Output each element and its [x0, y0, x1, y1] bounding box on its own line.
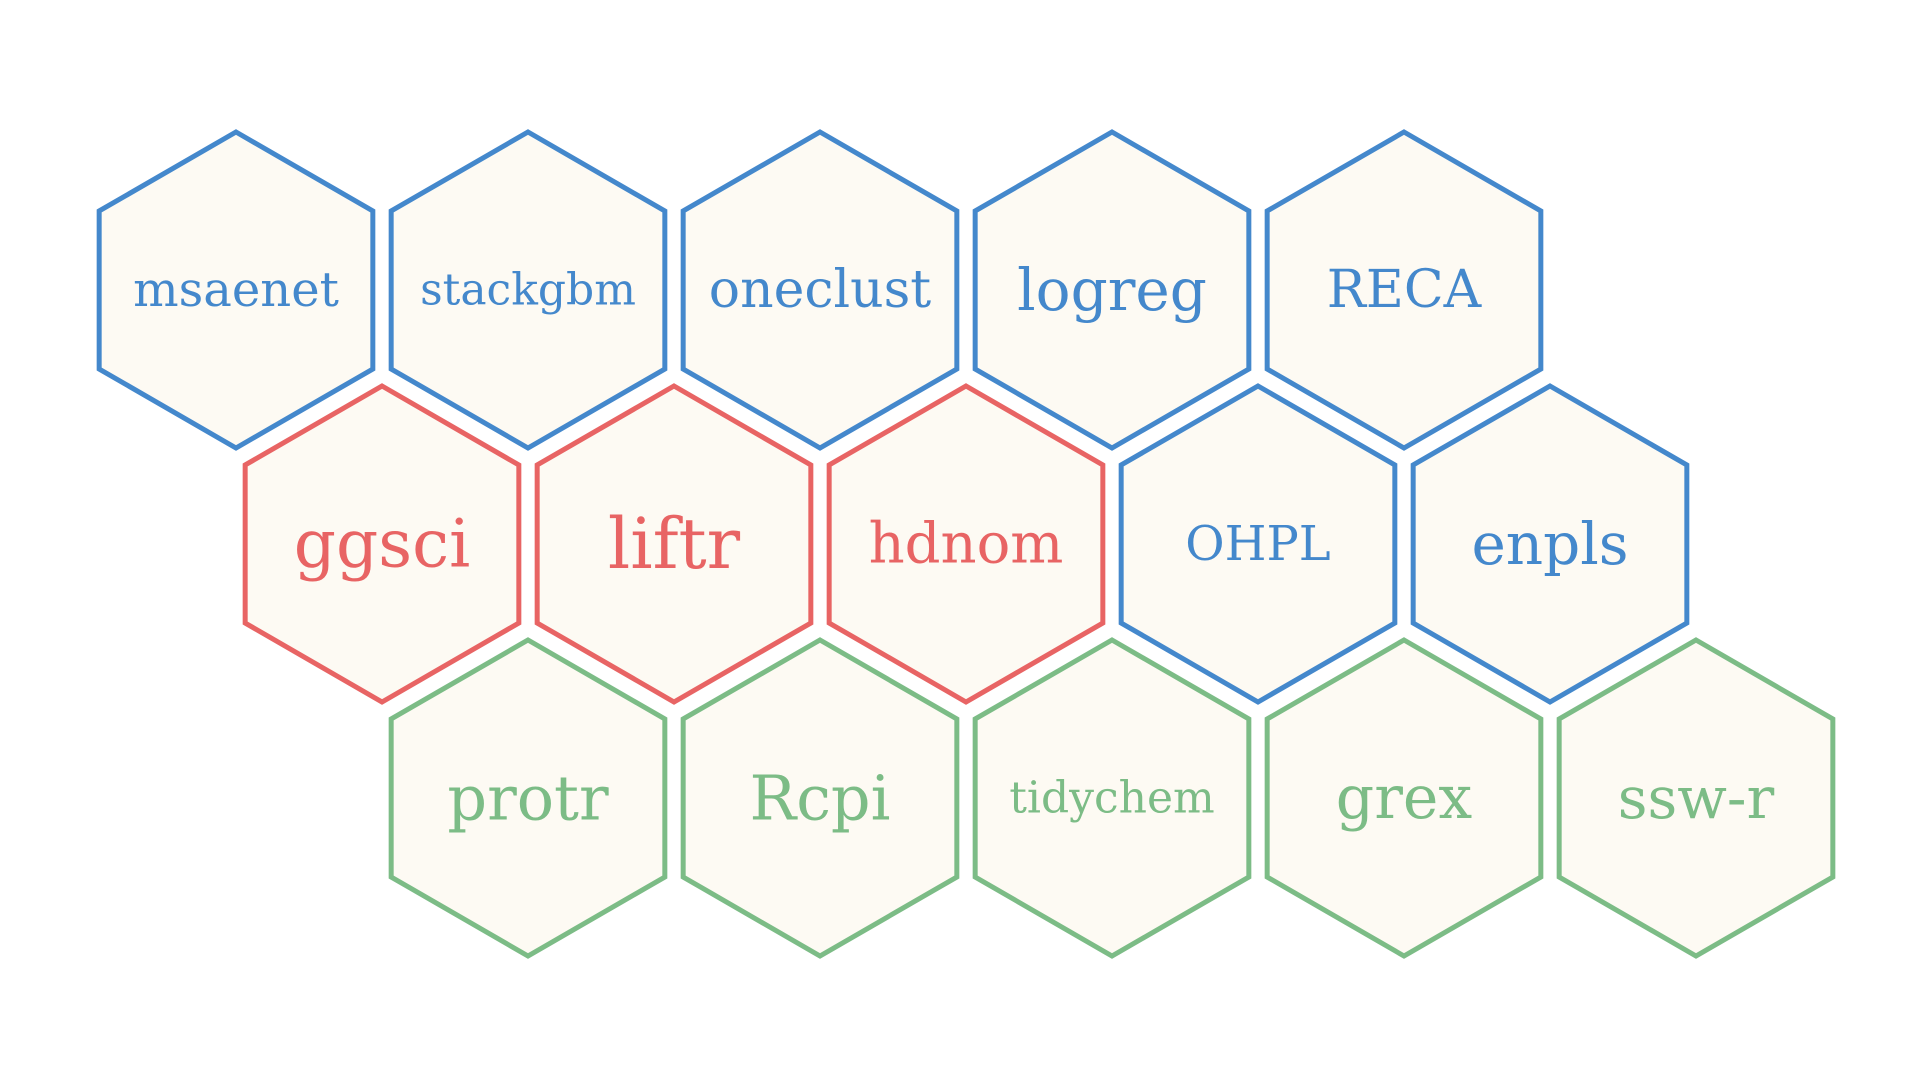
hex-outline [972, 637, 1252, 959]
hex-sticker-tidychem: tidychem [972, 637, 1252, 959]
hex-sticker-reca: RECA [1264, 129, 1544, 451]
hex-sticker-stackgbm: stackgbm [388, 129, 668, 451]
hex-sticker-grex: grex [1264, 637, 1544, 959]
hex-outline [388, 129, 668, 451]
hex-outline [1410, 383, 1690, 705]
hex-outline [1264, 129, 1544, 451]
hex-sticker-ssw-r: ssw-r [1556, 637, 1836, 959]
hex-outline [826, 383, 1106, 705]
hex-label: msaenet [133, 262, 339, 318]
hex-sticker-msaenet: msaenet [96, 129, 376, 451]
hex-outline [534, 383, 814, 705]
hex-label: tidychem [1009, 773, 1215, 824]
hex-sticker-enpls: enpls [1410, 383, 1690, 705]
hex-label: ggsci [294, 506, 470, 583]
hex-outline [972, 129, 1252, 451]
hex-label: RECA [1327, 260, 1483, 320]
hex-sticker-rcpi: Rcpi [680, 637, 960, 959]
hex-label: Rcpi [750, 762, 891, 835]
hex-outline [680, 129, 960, 451]
hex-label: hdnom [869, 512, 1064, 577]
hex-sticker-ohpl: OHPL [1118, 383, 1398, 705]
hex-outline [388, 637, 668, 959]
hex-sticker-ggsci: ggsci [242, 383, 522, 705]
hex-label: stackgbm [420, 265, 636, 316]
hex-outline [680, 637, 960, 959]
hex-label: logreg [1017, 256, 1207, 324]
hex-outline [1118, 383, 1398, 705]
hex-outline [96, 129, 376, 451]
hex-label: liftr [608, 503, 741, 585]
hex-sticker-protr: protr [388, 637, 668, 959]
hex-label: protr [447, 762, 609, 835]
hex-label: OHPL [1185, 516, 1330, 572]
hex-label: enpls [1471, 510, 1628, 578]
hex-outline [242, 383, 522, 705]
hex-label: grex [1336, 763, 1473, 833]
hex-outline [1556, 637, 1836, 959]
hex-outline [1264, 637, 1544, 959]
hex-sticker-liftr: liftr [534, 383, 814, 705]
hex-sticker-hdnom: hdnom [826, 383, 1106, 705]
hex-label: oneclust [709, 260, 932, 320]
hex-label: ssw-r [1618, 764, 1775, 832]
hex-sticker-oneclust: oneclust [680, 129, 960, 451]
hex-sticker-logreg: logreg [972, 129, 1252, 451]
